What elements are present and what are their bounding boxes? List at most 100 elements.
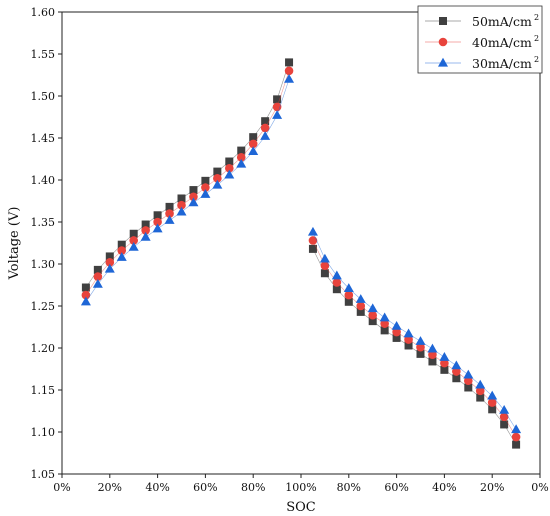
data-point bbox=[307, 226, 318, 236]
series-1 bbox=[81, 66, 521, 442]
data-point bbox=[428, 350, 437, 360]
data-point bbox=[368, 310, 378, 320]
legend-marker bbox=[438, 37, 448, 47]
data-point bbox=[129, 236, 138, 245]
data-point bbox=[344, 290, 354, 300]
data-point bbox=[152, 223, 163, 233]
data-point bbox=[212, 179, 223, 189]
data-point bbox=[201, 176, 210, 185]
data-point bbox=[368, 317, 377, 326]
legend-label: 30mA/cm bbox=[472, 56, 532, 71]
data-point bbox=[487, 390, 498, 400]
x-tick-label: 0% bbox=[531, 481, 548, 494]
data-point bbox=[260, 131, 271, 140]
x-tick-label: 40% bbox=[432, 481, 456, 494]
series-1-charge-line bbox=[85, 70, 290, 296]
data-point bbox=[284, 66, 294, 76]
data-point bbox=[213, 167, 222, 176]
y-tick-label: 1.30 bbox=[31, 258, 56, 271]
legend-label-superscript: 2 bbox=[534, 55, 539, 64]
data-point bbox=[464, 376, 473, 386]
data-point bbox=[380, 319, 389, 328]
data-point bbox=[81, 283, 90, 292]
series-1-discharge-line bbox=[312, 240, 517, 438]
data-point bbox=[129, 229, 138, 238]
data-point bbox=[225, 163, 234, 173]
data-point bbox=[355, 294, 366, 303]
data-point bbox=[308, 244, 317, 253]
data-point bbox=[476, 393, 485, 402]
data-point bbox=[427, 343, 438, 353]
series-2-charge-line bbox=[85, 79, 290, 302]
data-point bbox=[225, 157, 234, 166]
data-point bbox=[261, 117, 270, 126]
data-point bbox=[487, 398, 497, 407]
data-point bbox=[117, 240, 126, 249]
x-tick-label: 100% bbox=[285, 481, 316, 494]
data-point bbox=[201, 183, 210, 192]
legend-item-0: 50mA/cm 2 bbox=[425, 13, 539, 29]
y-tick-label: 1.40 bbox=[31, 174, 56, 187]
data-point bbox=[452, 367, 461, 376]
data-point bbox=[379, 312, 390, 322]
data-point bbox=[512, 440, 521, 449]
y-tick-label: 1.25 bbox=[31, 300, 56, 313]
data-point bbox=[260, 123, 270, 133]
data-point bbox=[213, 174, 222, 183]
data-point bbox=[105, 258, 115, 267]
data-point bbox=[332, 278, 342, 287]
data-point bbox=[320, 261, 330, 270]
data-point bbox=[475, 379, 486, 389]
data-point bbox=[404, 335, 413, 344]
x-tick-label: 60% bbox=[384, 481, 408, 494]
data-point bbox=[392, 333, 401, 342]
data-point bbox=[104, 263, 115, 273]
legend-label: 50mA/cm bbox=[472, 14, 532, 29]
data-point bbox=[81, 290, 91, 300]
data-point bbox=[331, 270, 342, 280]
data-point bbox=[320, 269, 329, 278]
data-point bbox=[500, 420, 509, 429]
data-point bbox=[236, 158, 247, 168]
data-point bbox=[80, 296, 91, 306]
y-axis-label: Voltage (V) bbox=[7, 207, 22, 281]
data-point bbox=[439, 352, 450, 361]
y-tick-label: 1.15 bbox=[31, 384, 56, 397]
data-point bbox=[200, 189, 211, 198]
y-tick-label: 1.35 bbox=[31, 216, 56, 229]
data-point bbox=[93, 265, 102, 274]
x-tick-label: 60% bbox=[193, 481, 217, 494]
x-tick-label: 0% bbox=[53, 481, 70, 494]
data-point bbox=[105, 252, 114, 261]
data-point bbox=[416, 349, 425, 358]
data-point bbox=[284, 74, 295, 83]
x-tick-label: 20% bbox=[480, 481, 504, 494]
data-point bbox=[440, 365, 449, 374]
legend-label: 40mA/cm bbox=[472, 35, 532, 50]
data-point bbox=[165, 202, 174, 211]
x-tick-label: 80% bbox=[337, 481, 361, 494]
data-point bbox=[343, 283, 354, 292]
y-tick-label: 1.45 bbox=[31, 132, 56, 145]
data-point bbox=[128, 242, 139, 251]
y-tick-label: 1.10 bbox=[31, 426, 56, 439]
data-point bbox=[464, 383, 473, 392]
data-point bbox=[332, 285, 341, 294]
data-point bbox=[177, 194, 186, 203]
data-point bbox=[248, 146, 259, 156]
series-0-discharge-line bbox=[312, 248, 517, 445]
data-point bbox=[285, 58, 294, 67]
data-point bbox=[237, 146, 246, 155]
series-0-charge-line bbox=[85, 62, 290, 288]
data-point bbox=[392, 327, 401, 337]
data-point bbox=[165, 209, 174, 218]
data-point bbox=[404, 341, 413, 350]
y-tick-label: 1.20 bbox=[31, 342, 56, 355]
data-point bbox=[141, 226, 150, 235]
data-point bbox=[153, 211, 162, 220]
data-point bbox=[319, 253, 330, 263]
data-point bbox=[116, 252, 127, 261]
data-point bbox=[367, 303, 378, 313]
